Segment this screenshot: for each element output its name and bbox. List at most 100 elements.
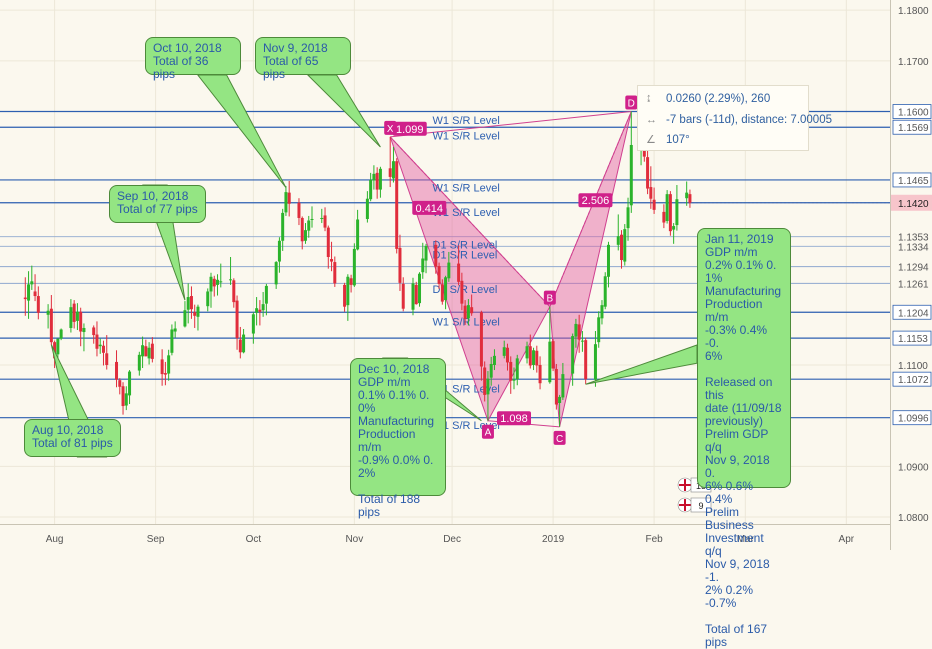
candle [101,340,105,366]
candle-body [606,244,610,277]
candle-body [525,346,529,359]
annotation-jan[interactable]: Jan 11, 2019 GDP m/m 0.2% 0.1% 0. 1% Man… [697,228,791,649]
candle-body [196,306,200,317]
candle-body [411,283,415,310]
candle [479,310,483,381]
price-level-tag [892,172,932,188]
sr-level-label: W1 S/R Level [433,183,500,195]
candle-body [284,192,288,213]
candle [300,216,304,250]
candle [144,339,148,357]
candle [457,245,461,286]
candle [444,275,448,310]
annotation-sep[interactable]: Sep 10, 2018 Total of 77 pips [109,185,206,223]
price-tick-label: 1.1100 [898,361,928,372]
price-tick-label: 1.1204 [898,308,929,319]
candle-body [238,339,242,353]
candle [538,356,542,390]
candle-body [483,367,487,395]
price-tick-label: 1.1261 [898,279,929,290]
candle [418,272,422,307]
candle-body [144,346,148,357]
candle [49,295,53,346]
candlestick-chart[interactable]: W1 S/R Level W1 S/R Level W1 S/R Level W1 S… [0,0,932,550]
candle-body [150,343,154,359]
candle [672,223,676,244]
measure-bar-range: -7 bars (-11d), distance: 7.00005 [666,114,832,126]
measure-price-range: 0.0260 (2.29%), 260 [666,93,771,105]
price-tick-label: 1.1465 [898,176,929,187]
candle-body [258,309,262,312]
candle-body [242,334,246,353]
candle-body [652,199,656,210]
candle [209,272,213,308]
annotation-aug[interactable]: Aug 10, 2018 Total of 81 pips [24,419,121,457]
candle [79,307,83,347]
angle-icon: ∠ [646,134,656,146]
candle [261,291,265,317]
candle-body [235,300,239,339]
candle [238,326,242,359]
candle-body [424,245,428,261]
candle [264,283,268,316]
pattern-point-c: C [553,430,566,445]
candle-body [505,347,509,363]
annotation-nov[interactable]: Nov 9, 2018 Total of 65 pips [255,37,351,81]
candle-body [646,157,650,189]
candle-body [675,199,679,226]
candle-body [665,194,669,222]
candle-body [206,291,210,307]
candle-body [333,262,337,284]
pattern-point-badge [625,95,638,110]
candle-body [346,276,350,306]
candle-body [349,278,353,285]
candle-body [388,168,392,177]
annotation-dec[interactable]: Dec 10, 2018 GDP m/m 0.1% 0.1% 0. 0% Man… [350,358,446,519]
sr-level-label: W1 S/R Level [433,130,500,142]
candle [255,297,259,326]
sr-level-label: W1 S/R Level [433,207,500,219]
candle [310,206,314,228]
annotation-leader [196,74,287,188]
pattern-point-d: D [625,95,638,110]
candle-body [281,212,285,241]
candle [548,306,552,384]
candle-body [603,276,607,307]
candle [128,370,132,405]
ratio-badge: 1.099 [392,121,427,136]
candle-body [486,378,490,395]
annotation-oct[interactable]: Oct 10, 2018 Total of 36 pips [145,37,241,81]
sr-level-label: W1 S/R Level [433,383,500,395]
candle [95,321,99,357]
candle [525,341,529,364]
candle-body [170,329,174,353]
annotation-leader [306,74,381,148]
candle-body [434,244,438,267]
candle [460,272,464,311]
candle-body [98,344,102,347]
candle-body [418,273,422,304]
candle-body [320,217,324,219]
candle-body [216,279,220,285]
candle-body [186,297,190,310]
candle-body [535,350,539,366]
candle-body [528,346,532,366]
candle [424,243,428,274]
candle-body [369,179,373,200]
candle [378,166,382,198]
candle [593,331,597,387]
candle-body [372,173,376,181]
candle-body [492,355,496,365]
candle [352,243,356,287]
candle [365,191,369,223]
candle [580,331,584,352]
candle [75,303,79,330]
candle [115,350,119,388]
candle [186,283,190,324]
candle [281,208,285,251]
ratio-badge-bg [578,193,613,208]
candle-body [574,323,578,337]
candle [505,343,509,371]
annotation-leader [50,344,108,458]
